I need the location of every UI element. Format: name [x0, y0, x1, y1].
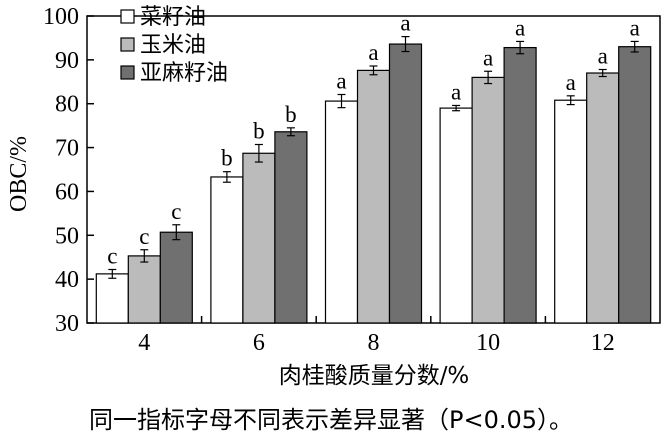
y-tick-label: 50 — [55, 223, 79, 249]
y-tick-label: 40 — [55, 267, 79, 293]
legend-label: 菜籽油 — [140, 5, 206, 30]
x-axis-label: 肉桂酸质量分数/% — [279, 363, 470, 389]
bar — [618, 46, 652, 324]
bar — [127, 255, 161, 324]
y-tick-label: 100 — [43, 4, 79, 30]
significance-letter: b — [221, 146, 233, 171]
footnote: 同一指标字母不同表示差异显著（P<0.05）。 — [88, 406, 574, 434]
x-axis: 4 6 8 10 12 — [138, 316, 615, 356]
y-tick-label: 70 — [55, 136, 79, 162]
bar — [388, 43, 423, 324]
x-tick-label: 6 — [253, 330, 265, 356]
y-tick-label: 60 — [55, 179, 79, 205]
bar — [554, 99, 588, 324]
legend-swatch — [120, 37, 135, 52]
bar — [503, 46, 537, 324]
y-tick-label: 30 — [55, 311, 79, 337]
significance-letter: a — [400, 11, 410, 36]
y-tick-label: 80 — [55, 92, 79, 118]
y-tick-label: 90 — [55, 48, 79, 74]
bar — [471, 76, 505, 324]
significance-letter: a — [566, 70, 576, 95]
significance-letter: a — [515, 15, 525, 40]
legend-swatch — [120, 65, 135, 80]
significance-letter: b — [285, 102, 297, 127]
significance-letter: a — [630, 15, 640, 40]
x-tick-label: 10 — [476, 330, 500, 356]
significance-letter: c — [107, 243, 117, 268]
legend-swatch — [120, 9, 135, 24]
significance-letter: a — [483, 45, 493, 70]
significance-letter: a — [451, 79, 461, 104]
bar — [210, 176, 244, 324]
significance-letter: a — [336, 69, 346, 94]
significance-letter: a — [368, 40, 378, 65]
bar — [586, 72, 620, 324]
significance-letter: c — [171, 199, 181, 224]
bar — [159, 231, 193, 324]
bar — [356, 69, 391, 324]
bar — [324, 100, 359, 324]
y-axis-label: OBC/% — [6, 136, 32, 212]
bar — [274, 131, 308, 324]
legend-label: 亚麻籽油 — [140, 61, 228, 86]
x-tick-label: 4 — [138, 330, 150, 356]
significance-letter: c — [139, 224, 149, 249]
bar — [439, 107, 473, 324]
x-tick-label: 12 — [591, 330, 615, 356]
legend-label: 玉米油 — [140, 33, 206, 58]
significance-letter: b — [253, 119, 265, 144]
x-tick-label: 8 — [368, 330, 380, 356]
bar — [242, 152, 276, 324]
bar — [95, 273, 129, 324]
significance-letter: a — [598, 44, 608, 69]
